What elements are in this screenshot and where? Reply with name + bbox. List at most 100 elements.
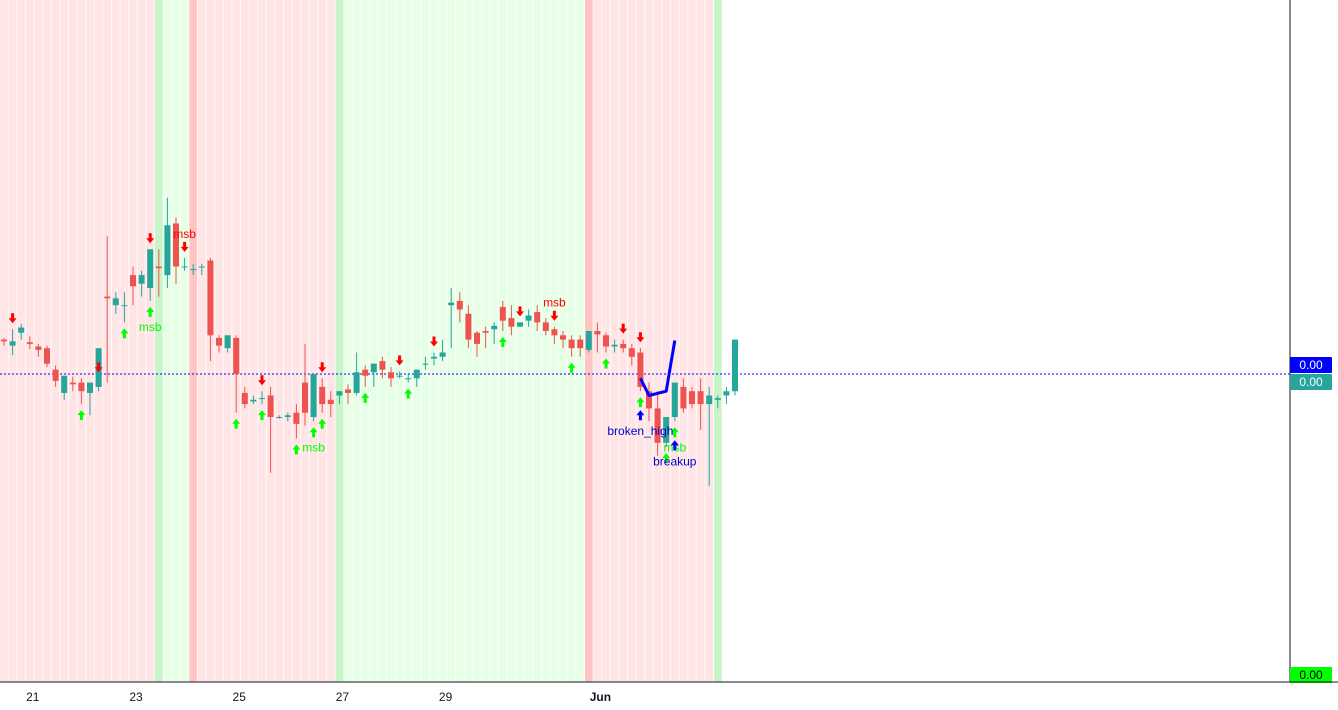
- candle: [276, 415, 283, 419]
- candle-body: [35, 346, 42, 350]
- signal-up-arrow: [77, 410, 86, 421]
- candle: [388, 367, 394, 387]
- candle: [155, 249, 162, 297]
- candle: [456, 292, 463, 323]
- candle: [173, 217, 179, 284]
- candle: [44, 345, 50, 368]
- candle: [69, 376, 76, 392]
- candle: [78, 378, 85, 405]
- candle-body: [259, 398, 265, 400]
- candle: [534, 305, 541, 331]
- candle-body: [646, 391, 652, 409]
- candle: [413, 369, 420, 387]
- signal-up-arrow: [662, 453, 671, 464]
- candle-body: [628, 348, 635, 357]
- candle-body: [517, 322, 523, 327]
- candle: [35, 343, 42, 357]
- candle-body: [121, 305, 128, 307]
- signal-down-arrow: [318, 362, 327, 373]
- time-tick-label: 29: [439, 690, 453, 704]
- time-axis[interactable]: 21 23 25 27 29 Jun: [0, 681, 1338, 704]
- candle: [293, 404, 300, 439]
- signal-up-arrow: [602, 358, 610, 369]
- candle: [164, 197, 171, 288]
- signal-up-arrow: [232, 418, 241, 429]
- candle: [190, 263, 197, 276]
- candle-body: [155, 266, 162, 269]
- candle-body: [293, 412, 300, 424]
- candle-body: [413, 369, 420, 379]
- candle-body: [577, 339, 584, 349]
- candle-body: [147, 249, 154, 288]
- candle-body: [112, 298, 119, 306]
- signal-down-arrow: [94, 362, 103, 373]
- candle-body: [499, 306, 506, 321]
- price-badge-bg: [1290, 667, 1332, 683]
- candle-body: [1, 339, 7, 342]
- candle-body: [78, 382, 85, 392]
- candle-body: [697, 391, 704, 405]
- time-tick-label: 25: [233, 690, 247, 704]
- signal-up-arrow: [258, 410, 266, 421]
- candle-body: [663, 417, 670, 443]
- region-transition: [188, 0, 198, 682]
- candle: [9, 329, 16, 356]
- candle-body: [207, 260, 214, 336]
- candle: [216, 335, 222, 353]
- price-badge-label: 0.00: [1299, 375, 1323, 389]
- candle-body: [732, 339, 738, 392]
- time-tick-label: 21: [26, 690, 40, 704]
- trend-line: [639, 340, 677, 397]
- candle-body: [482, 331, 489, 333]
- region-bearish: [188, 0, 336, 682]
- candle: [336, 391, 343, 405]
- signal-up-arrow: [670, 427, 679, 438]
- candle-body: [353, 372, 360, 393]
- candle: [732, 339, 738, 396]
- candle: [147, 249, 154, 301]
- candle-body: [585, 331, 592, 350]
- candle-body: [594, 331, 601, 335]
- candle: [224, 335, 231, 353]
- candle-body: [345, 389, 351, 393]
- candle-body: [327, 399, 334, 405]
- candle-body: [164, 225, 171, 276]
- candle: [680, 378, 687, 413]
- signal-up-arrow: [292, 444, 301, 455]
- candle-body: [714, 398, 721, 400]
- price-axis[interactable]: 0.00 0.00 0.00: [1289, 0, 1332, 683]
- candle: [327, 391, 334, 417]
- candle: [26, 336, 33, 350]
- signal-down-arrow: [636, 332, 645, 343]
- price-badge-label: 0.00: [1299, 358, 1323, 372]
- candle-body: [620, 343, 627, 349]
- signal-down-arrow: [430, 336, 438, 347]
- signal-down-arrow: [180, 241, 189, 252]
- signal-up-arrow: [567, 362, 576, 373]
- candle: [620, 339, 627, 353]
- candle: [431, 352, 437, 366]
- candle-body: [534, 312, 541, 323]
- candle-body: [52, 369, 59, 381]
- candle-body: [310, 374, 317, 417]
- breakout-arrow: [636, 410, 645, 421]
- time-tick-label: 27: [336, 690, 350, 704]
- signal-up-arrow: [309, 427, 318, 438]
- signal-up-arrow: [404, 388, 413, 399]
- price-badge: 0.00: [1290, 374, 1332, 390]
- signal-down-arrow: [516, 306, 524, 317]
- candle: [723, 386, 730, 405]
- candle-body: [44, 348, 50, 364]
- candle-body: [671, 382, 678, 417]
- candle-body: [233, 337, 240, 374]
- candle-body: [396, 375, 403, 377]
- region-transition: [713, 0, 723, 682]
- candle: [1, 337, 7, 346]
- candle: [259, 391, 265, 405]
- candle: [422, 356, 429, 370]
- candle: [319, 378, 326, 413]
- candle-body: [190, 269, 197, 271]
- candle-body: [379, 361, 386, 370]
- candle: [439, 339, 446, 362]
